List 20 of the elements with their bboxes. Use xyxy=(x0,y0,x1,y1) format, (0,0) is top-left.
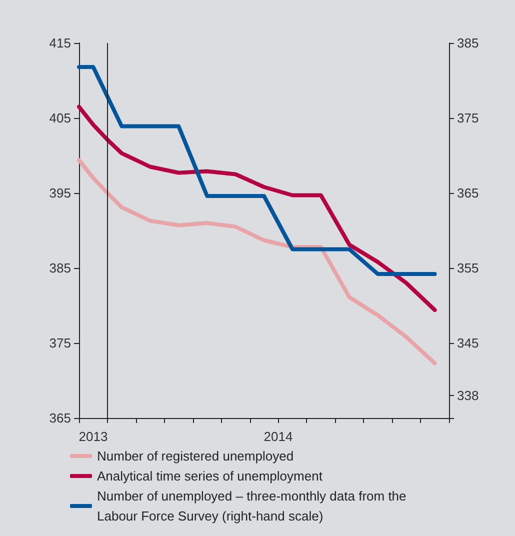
legend-label: Number of registered unemployed xyxy=(97,448,294,464)
y-tick-label: 395 xyxy=(49,186,71,200)
legend-label: Analytical time series of unemployment xyxy=(97,468,323,484)
y2-tick-label: 355 xyxy=(457,260,479,276)
legend-label: Number of unemployed – three-monthly data from the Labour Force Survey (right-hand scale) xyxy=(97,488,410,524)
x-tick-label: 2013 xyxy=(78,429,108,444)
line-series xyxy=(77,158,437,366)
y-tick-label: 385 xyxy=(49,260,71,276)
y2-tick-label: 338 xyxy=(457,388,479,403)
line-series xyxy=(77,65,437,276)
x-tick-label: 2014 xyxy=(264,429,293,444)
y-tick-label: 405 xyxy=(49,110,71,126)
y-tick-label: 365 xyxy=(49,410,71,426)
y2-tick-label: 385 xyxy=(457,36,479,50)
line-series xyxy=(77,104,437,312)
y2-tick-label: 365 xyxy=(457,186,479,200)
y2-tick-label: 375 xyxy=(457,110,479,126)
y-tick-label: 375 xyxy=(49,336,71,350)
y2-tick-label: 345 xyxy=(457,336,479,350)
y-tick-label: 415 xyxy=(49,36,71,50)
